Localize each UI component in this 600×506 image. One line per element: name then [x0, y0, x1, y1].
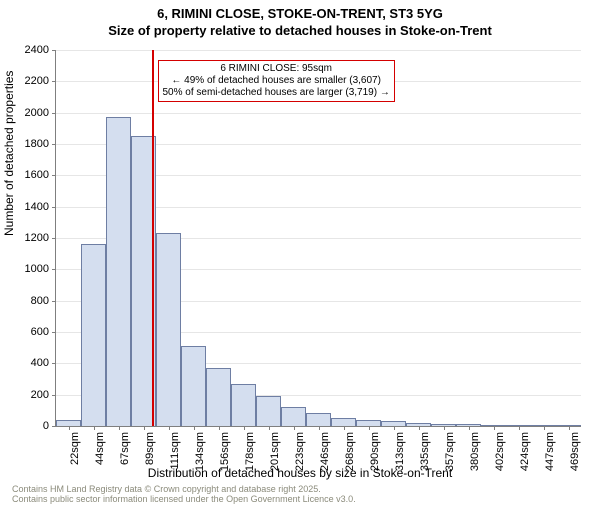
xtick-mark — [94, 426, 95, 430]
xtick-mark — [344, 426, 345, 430]
ytick-mark — [52, 301, 56, 302]
xtick-mark — [444, 426, 445, 430]
gridline — [56, 113, 581, 114]
annotation-line-2: ← 49% of detached houses are smaller (3,… — [163, 75, 390, 87]
xtick-mark — [294, 426, 295, 430]
xtick-mark — [144, 426, 145, 430]
xtick-mark — [169, 426, 170, 430]
xtick-mark — [519, 426, 520, 430]
histogram-bar — [331, 418, 356, 426]
ytick-mark — [52, 395, 56, 396]
histogram-bar — [206, 368, 231, 426]
xtick-mark — [244, 426, 245, 430]
histogram-bar — [106, 117, 131, 426]
annotation-line-1: 6 RIMINI CLOSE: 95sqm — [163, 63, 390, 75]
ytick-label: 1200 — [9, 232, 49, 244]
ytick-label: 200 — [9, 389, 49, 401]
ytick-mark — [52, 269, 56, 270]
xtick-mark — [319, 426, 320, 430]
histogram-bar — [181, 346, 206, 426]
reference-line — [152, 50, 154, 426]
ytick-mark — [52, 207, 56, 208]
ytick-mark — [52, 332, 56, 333]
ytick-mark — [52, 363, 56, 364]
ytick-mark — [52, 238, 56, 239]
ytick-label: 0 — [9, 420, 49, 432]
ytick-mark — [52, 426, 56, 427]
ytick-label: 1000 — [9, 263, 49, 275]
chart-area: 0200400600800100012001400160018002000220… — [55, 50, 580, 426]
gridline — [56, 50, 581, 51]
xtick-mark — [494, 426, 495, 430]
ytick-mark — [52, 113, 56, 114]
xtick-mark — [194, 426, 195, 430]
histogram-bar — [156, 233, 181, 426]
ytick-label: 600 — [9, 326, 49, 338]
plot-area: 0200400600800100012001400160018002000220… — [55, 50, 581, 427]
xtick-mark — [69, 426, 70, 430]
histogram-bar — [281, 407, 306, 426]
ytick-label: 2000 — [9, 107, 49, 119]
ytick-label: 2200 — [9, 75, 49, 87]
footer-attribution: Contains HM Land Registry data © Crown c… — [12, 484, 356, 504]
histogram-bar — [81, 244, 106, 426]
ytick-label: 1600 — [9, 169, 49, 181]
xtick-mark — [369, 426, 370, 430]
x-axis-label: Distribution of detached houses by size … — [0, 466, 600, 480]
ytick-label: 400 — [9, 357, 49, 369]
chart-title-sub: Size of property relative to detached ho… — [0, 23, 600, 38]
xtick-mark — [569, 426, 570, 430]
ytick-label: 1400 — [9, 201, 49, 213]
ytick-label: 1800 — [9, 138, 49, 150]
ytick-label: 800 — [9, 295, 49, 307]
ytick-label: 2400 — [9, 44, 49, 56]
ytick-mark — [52, 144, 56, 145]
xtick-mark — [419, 426, 420, 430]
xtick-mark — [544, 426, 545, 430]
annotation-box: 6 RIMINI CLOSE: 95sqm← 49% of detached h… — [158, 60, 395, 102]
histogram-bar — [231, 384, 256, 426]
ytick-mark — [52, 81, 56, 82]
xtick-mark — [394, 426, 395, 430]
xtick-mark — [219, 426, 220, 430]
footer-line-2: Contains public sector information licen… — [12, 494, 356, 504]
chart-title-main: 6, RIMINI CLOSE, STOKE-ON-TRENT, ST3 5YG — [0, 6, 600, 21]
ytick-mark — [52, 50, 56, 51]
xtick-mark — [269, 426, 270, 430]
footer-line-1: Contains HM Land Registry data © Crown c… — [12, 484, 356, 494]
xtick-mark — [119, 426, 120, 430]
xtick-mark — [469, 426, 470, 430]
ytick-mark — [52, 175, 56, 176]
annotation-line-3: 50% of semi-detached houses are larger (… — [163, 87, 390, 99]
histogram-bar — [306, 413, 331, 426]
histogram-bar — [256, 396, 281, 426]
